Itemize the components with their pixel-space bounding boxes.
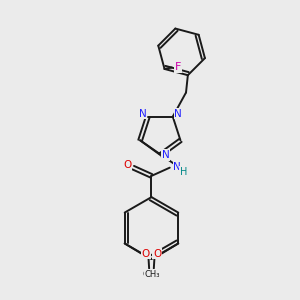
Text: O: O [153,249,161,259]
Text: F: F [175,62,181,73]
Text: N: N [174,109,182,119]
Text: O: O [123,160,131,170]
Text: N: N [173,162,181,172]
Text: CH₃: CH₃ [145,270,160,279]
Text: O: O [142,249,150,259]
Text: H: H [180,167,187,177]
Text: N: N [139,109,146,119]
Text: CH₃: CH₃ [143,270,158,279]
Text: N: N [162,150,170,160]
